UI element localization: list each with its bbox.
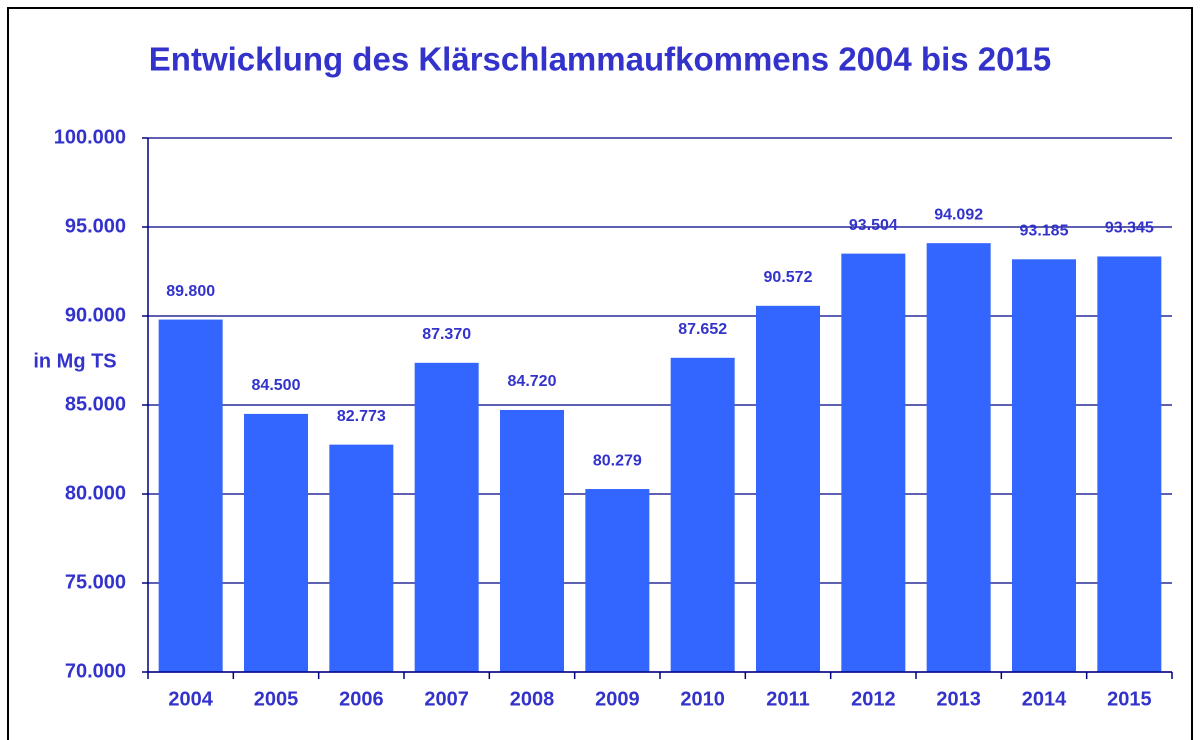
x-tick-label: 2004 — [168, 688, 213, 710]
x-tick-label: 2009 — [595, 688, 640, 710]
bar — [500, 409, 564, 672]
bar — [1012, 259, 1076, 672]
bar — [585, 489, 650, 672]
y-tick-label: 75.000 — [65, 571, 126, 593]
value-label: 93.504 — [849, 217, 898, 234]
bar — [756, 305, 820, 672]
value-label: 87.652 — [678, 321, 727, 338]
y-tick-label: 80.000 — [65, 482, 126, 504]
bar — [414, 362, 479, 672]
bar — [158, 319, 223, 672]
x-tick-label: 2005 — [254, 688, 299, 710]
x-tick-label: 2015 — [1107, 688, 1152, 710]
x-tick-label: 2007 — [424, 688, 469, 710]
y-axis-label: in Mg TS — [33, 350, 116, 372]
value-label: 80.279 — [593, 452, 642, 469]
value-label: 87.370 — [422, 326, 471, 343]
value-label: 90.572 — [764, 269, 813, 286]
x-tick-label: 2010 — [680, 688, 725, 710]
value-label: 82.773 — [337, 408, 386, 425]
bar — [670, 357, 735, 672]
bar — [841, 253, 906, 673]
y-tick-label: 85.000 — [65, 393, 126, 415]
chart-title: Entwicklung des Klärschlammaufkommens 20… — [149, 41, 1051, 78]
x-tick-label: 2011 — [766, 688, 809, 710]
x-tick-label: 2014 — [1022, 688, 1067, 710]
value-label: 93.345 — [1105, 220, 1154, 237]
x-tick-label: 2013 — [936, 688, 981, 710]
value-label: 93.185 — [1020, 223, 1069, 240]
x-tick-label: 2008 — [510, 688, 555, 710]
bar — [244, 413, 308, 672]
x-tick-label: 2012 — [851, 688, 896, 710]
value-label: 94.092 — [934, 206, 983, 223]
bar — [1097, 256, 1162, 672]
value-label: 84.720 — [508, 373, 557, 390]
value-label: 89.800 — [166, 283, 215, 300]
value-label: 84.500 — [252, 377, 301, 394]
y-tick-label: 95.000 — [65, 215, 126, 237]
y-tick-label: 70.000 — [65, 660, 126, 682]
bar — [329, 444, 394, 672]
bar — [926, 243, 991, 672]
y-tick-label: 100.000 — [54, 126, 126, 148]
y-tick-label: 90.000 — [65, 304, 126, 326]
x-tick-label: 2006 — [339, 688, 384, 710]
